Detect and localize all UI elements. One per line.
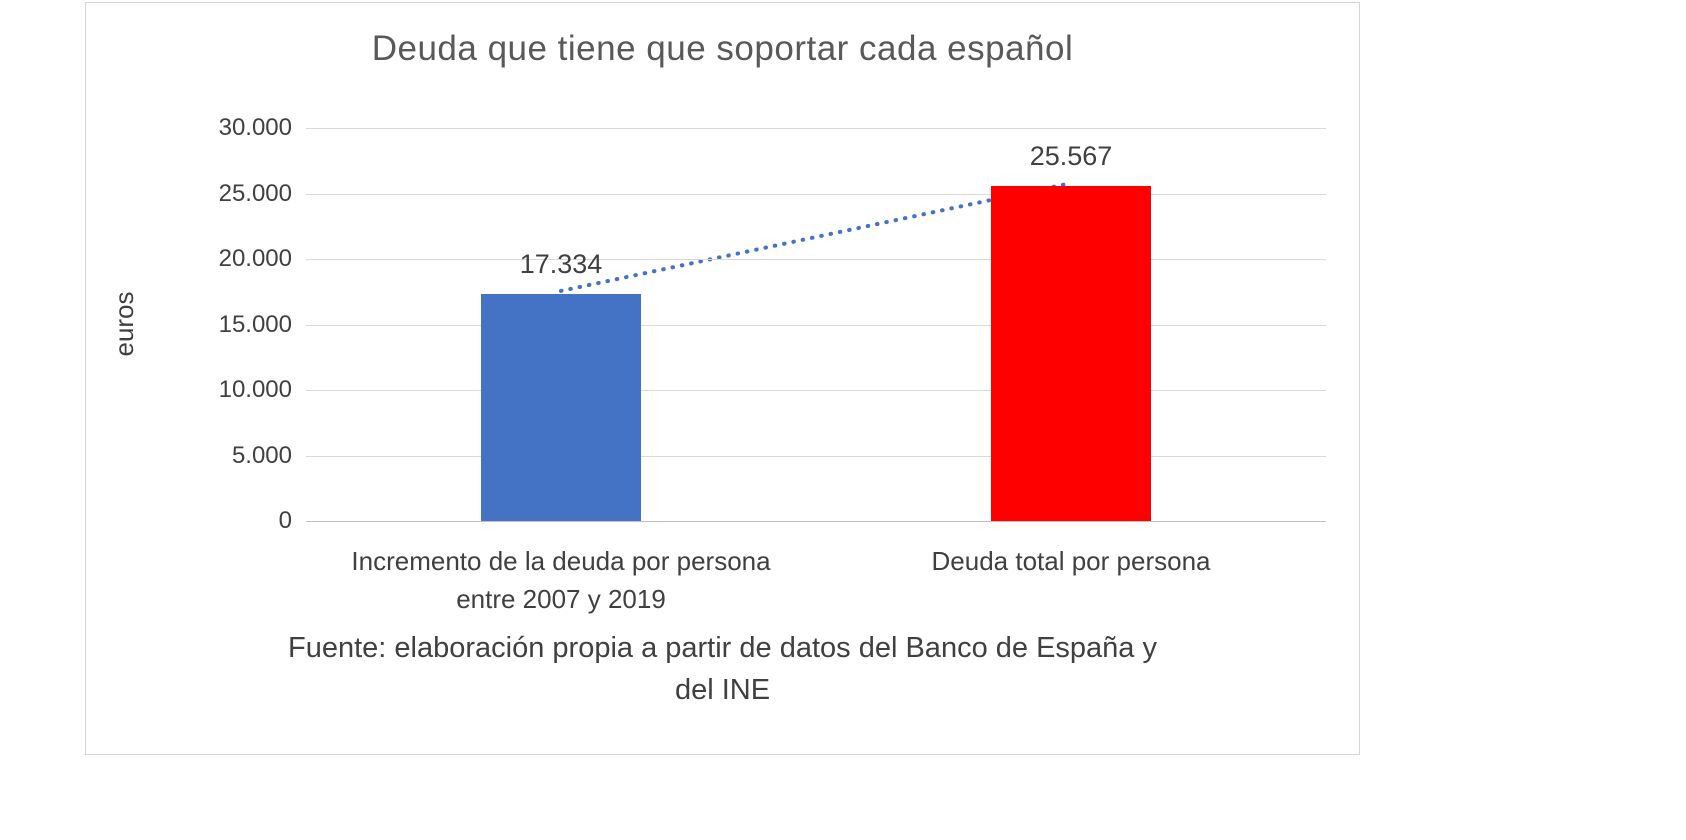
gridline xyxy=(306,390,1326,391)
gridline xyxy=(306,259,1326,260)
y-tick-label: 10.000 xyxy=(218,376,292,403)
x-category-label-deuda-total: Deuda total por persona xyxy=(931,546,1211,576)
bar-value-label: 25.567 xyxy=(1029,141,1113,172)
y-tick-label: 15.000 xyxy=(218,310,292,338)
bar-1 xyxy=(991,186,1151,521)
y-tick-label: 25.000 xyxy=(218,179,292,207)
bar-value-label: 17.334 xyxy=(519,248,603,279)
x-category-label-incremento: Incremento de la deuda por persona entre… xyxy=(351,546,771,614)
plot-area: 17.334 25.567 xyxy=(306,128,1326,522)
y-tick-label: 5.000 xyxy=(231,441,292,469)
gridline xyxy=(306,455,1326,457)
gridline xyxy=(306,193,1326,195)
y-tick-label: 0 xyxy=(278,507,292,534)
chart-title: Deuda que tiene que soportar cada españo… xyxy=(371,29,1074,68)
bar-0 xyxy=(481,293,641,521)
source-note: Fuente: elaboración propia a partir de d… xyxy=(288,632,1157,707)
chart-frame: Deuda que tiene que soportar cada españo… xyxy=(85,2,1360,755)
y-axis-tick-labels: 0 5.000 10.000 15.000 20.000 25.000 30.000 xyxy=(86,114,292,534)
y-tick-label: 30.000 xyxy=(218,114,292,141)
gridline xyxy=(306,128,1326,129)
y-tick-label: 20.000 xyxy=(218,245,292,272)
gridline xyxy=(306,324,1326,326)
